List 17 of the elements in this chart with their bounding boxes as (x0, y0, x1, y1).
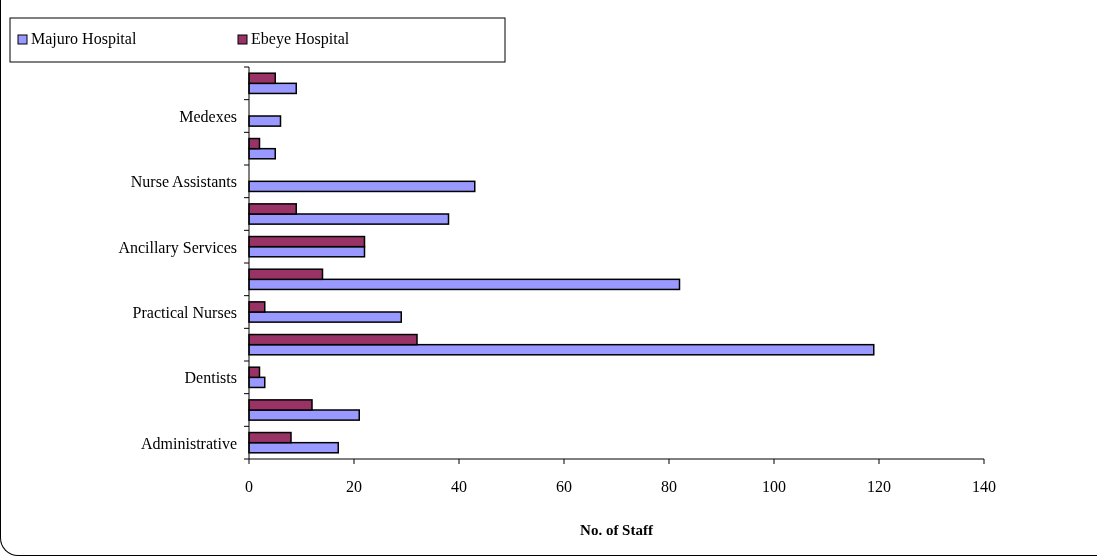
y-tick-label: Ancillary Services (118, 238, 237, 257)
y-tick-label: Medexes (179, 108, 237, 125)
y-tick-label: Dentists (184, 369, 237, 387)
y-tick-label: Administrative (141, 434, 237, 452)
x-tick-label: 40 (451, 478, 467, 495)
x-tick-label: 20 (346, 478, 362, 495)
x-tick-label: 120 (867, 478, 891, 495)
legend-label: Majuro Hospital (31, 30, 137, 48)
y-tick-label: Nurse Assistants (130, 173, 237, 191)
x-tick-label: 80 (661, 478, 677, 495)
x-tick-label: 100 (762, 478, 786, 495)
x-axis-title: No. of Staff (580, 522, 654, 538)
legend-label: Ebeye Hospital (251, 30, 350, 48)
x-tick-label: 0 (245, 478, 253, 495)
x-tick-label: 140 (972, 478, 996, 495)
y-tick-label: Practical Nurses (132, 304, 237, 321)
x-tick-label: 60 (556, 478, 572, 495)
